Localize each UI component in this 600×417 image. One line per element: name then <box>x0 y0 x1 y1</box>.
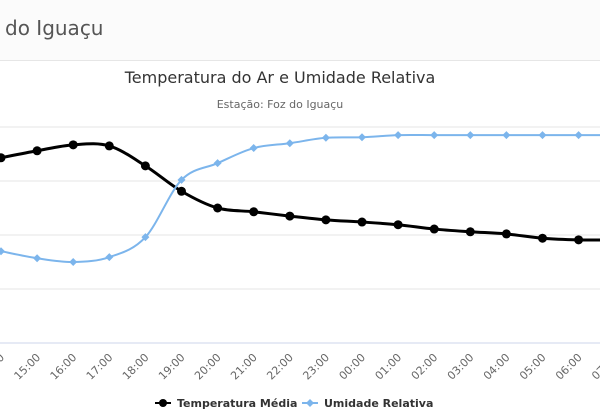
data-point[interactable] <box>357 217 367 227</box>
data-point[interactable] <box>68 140 78 150</box>
data-point[interactable] <box>538 131 547 140</box>
chart-title: Temperatura do Ar e Umidade Relativa <box>124 68 436 87</box>
page-header: do Iguaçu <box>0 0 600 61</box>
series-umidade <box>0 131 600 266</box>
series-line <box>0 133 600 264</box>
series-temperatura <box>0 140 600 245</box>
page-title: do Iguaçu <box>5 16 104 40</box>
legend-marker-icon <box>159 399 167 407</box>
x-tick-label: 20:00 <box>192 351 224 383</box>
data-point[interactable] <box>502 131 511 140</box>
data-point[interactable] <box>574 235 584 245</box>
x-tick-label: 00:00 <box>337 351 369 383</box>
x-tick-label: 16:00 <box>48 351 80 383</box>
legend-label: Temperatura Média <box>177 397 297 410</box>
data-point[interactable] <box>321 133 330 142</box>
x-tick-label: 17:00 <box>84 351 116 383</box>
data-point[interactable] <box>213 203 223 213</box>
data-point[interactable] <box>213 159 222 168</box>
chart-subtitle: Estação: Foz do Iguaçu <box>217 98 344 111</box>
x-tick-label: 21:00 <box>228 351 260 383</box>
x-tick-label: 02:00 <box>409 351 441 383</box>
data-point[interactable] <box>285 211 295 221</box>
data-point[interactable] <box>393 220 403 230</box>
x-tick-label: 06:00 <box>553 351 585 383</box>
x-tick-label: 04:00 <box>481 351 513 383</box>
data-point[interactable] <box>33 254 42 263</box>
x-tick-label: 22:00 <box>264 351 296 383</box>
data-point[interactable] <box>430 131 439 140</box>
x-tick-label: 05:00 <box>517 351 549 383</box>
data-point[interactable] <box>105 253 114 262</box>
data-point[interactable] <box>0 153 6 163</box>
legend-marker-icon <box>306 399 314 407</box>
x-tick-label: 19:00 <box>156 351 188 383</box>
data-point[interactable] <box>177 175 186 184</box>
data-point[interactable] <box>32 146 42 156</box>
series-line <box>0 142 600 242</box>
legend-label: Umidade Relativa <box>324 397 433 410</box>
data-point[interactable] <box>574 131 583 140</box>
x-tick-label: 01:00 <box>373 351 405 383</box>
data-point[interactable] <box>69 258 78 266</box>
x-tick-label: 23:00 <box>300 351 332 383</box>
legend-item[interactable]: Temperatura Média <box>155 397 297 410</box>
data-point[interactable] <box>177 186 186 196</box>
x-tick-label: 18:00 <box>120 351 152 383</box>
data-point[interactable] <box>104 141 114 151</box>
data-point[interactable] <box>249 207 259 217</box>
data-point[interactable] <box>249 144 258 153</box>
data-point[interactable] <box>0 247 5 256</box>
data-point[interactable] <box>429 224 439 234</box>
x-tick-label: 07:00 <box>589 351 600 383</box>
data-point[interactable] <box>141 233 150 242</box>
data-point[interactable] <box>394 131 403 140</box>
data-point[interactable] <box>140 161 150 171</box>
data-point[interactable] <box>285 139 294 148</box>
data-point[interactable] <box>466 131 475 140</box>
legend-item[interactable]: Umidade Relativa <box>302 397 433 410</box>
data-point[interactable] <box>321 215 331 225</box>
x-tick-label: 03:00 <box>445 351 477 383</box>
data-point[interactable] <box>358 133 366 142</box>
x-tick-label: 15:00 <box>12 351 44 383</box>
data-point[interactable] <box>465 227 475 237</box>
x-tick-label: 14:00 <box>0 351 7 383</box>
data-point[interactable] <box>538 233 547 243</box>
data-point[interactable] <box>501 229 511 239</box>
